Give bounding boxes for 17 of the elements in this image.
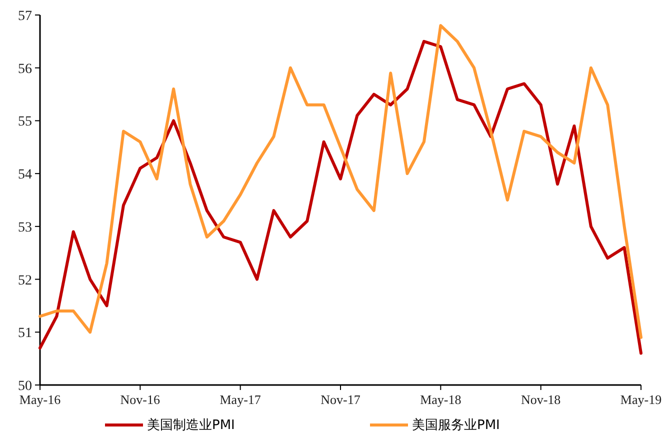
- x-tick-label: May-16: [19, 392, 62, 407]
- x-tick-label: Nov-18: [520, 392, 561, 407]
- y-tick-label: 57: [18, 9, 32, 24]
- x-tick-label: May-18: [420, 392, 462, 407]
- y-tick-label: 52: [18, 273, 32, 288]
- x-tick-label: Nov-17: [320, 392, 361, 407]
- y-tick-label: 54: [18, 168, 32, 183]
- legend-label: 美国服务业PMI: [412, 417, 500, 433]
- y-tick-label: 55: [18, 114, 32, 130]
- x-tick-label: May-19: [620, 392, 662, 407]
- x-tick-label: May-17: [220, 392, 262, 407]
- y-tick-label: 56: [18, 62, 32, 77]
- y-tick-label: 50: [18, 379, 32, 394]
- y-tick-label: 53: [18, 220, 32, 236]
- y-tick-label: 51: [18, 326, 32, 342]
- legend-label: 美国制造业PMI: [147, 417, 235, 433]
- x-tick-label: Nov-16: [120, 392, 161, 407]
